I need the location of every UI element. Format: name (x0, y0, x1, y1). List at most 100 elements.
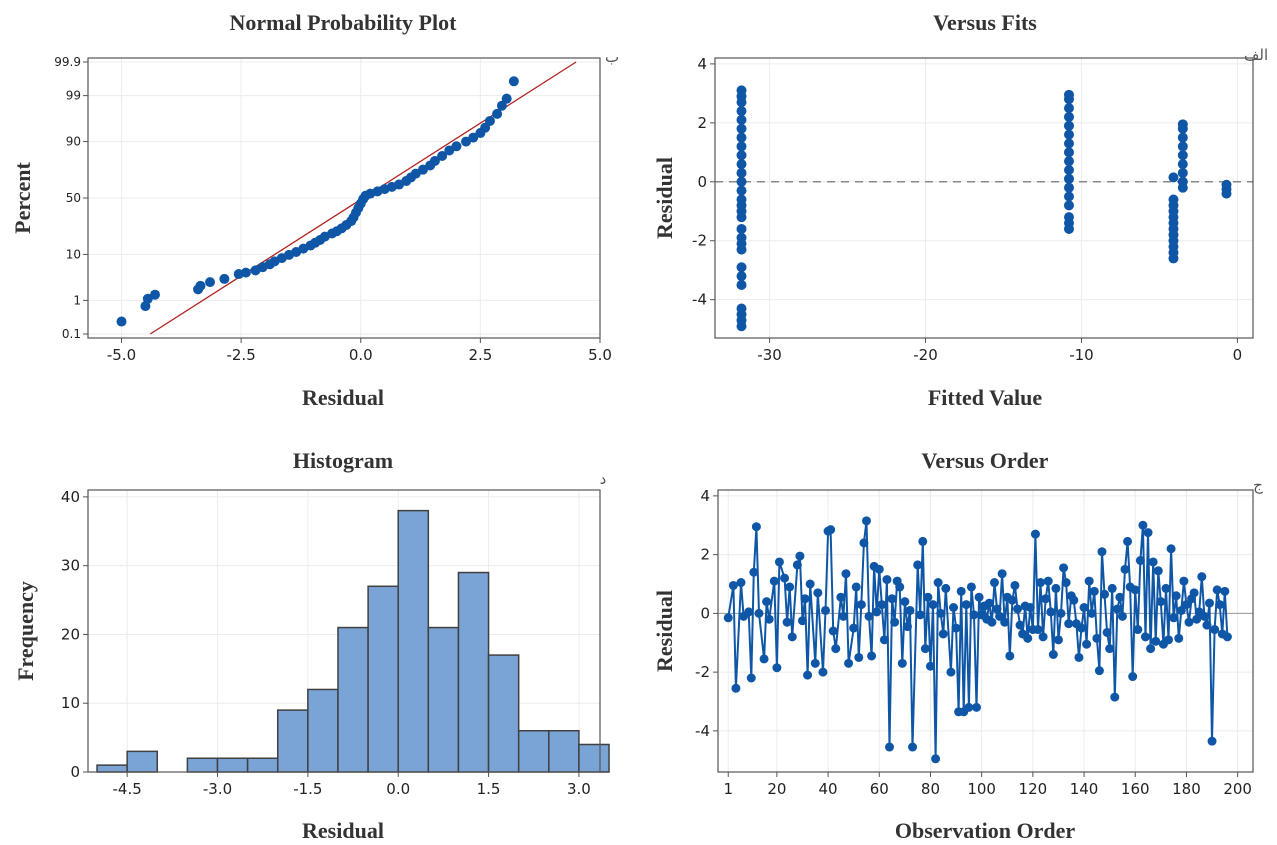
order-data-point (780, 573, 790, 583)
hist-bar (578, 743, 610, 773)
prob-data-point (468, 132, 479, 143)
order-data-point (949, 603, 959, 612)
order-data-point (836, 592, 846, 602)
order-data-point (1033, 625, 1043, 635)
fits-y-tick-label: -4 (692, 291, 707, 309)
fits-x-tick-label: 0 (1233, 346, 1243, 364)
order-data-point (1046, 607, 1056, 617)
prob-data-point (451, 141, 462, 152)
fits-data-point (1177, 141, 1188, 152)
hist-title: Histogram (293, 448, 393, 473)
prob-x-tick-label: -2.5 (226, 346, 255, 364)
order-data-point (1140, 632, 1150, 642)
prob-data-point (240, 267, 251, 278)
order-data-point (795, 551, 805, 561)
fits-y-tick-label: -2 (692, 232, 707, 250)
order-data-point (1041, 594, 1051, 604)
order-data-point (841, 569, 851, 579)
prob-data-point (429, 155, 440, 166)
order-data-point (1117, 611, 1127, 621)
order-data-point (879, 635, 889, 645)
hist-marks (96, 509, 610, 773)
fits-data-point (736, 176, 747, 187)
order-data-point (1064, 619, 1074, 629)
fits-data-point (1063, 212, 1074, 223)
order-data-point (918, 536, 928, 546)
order-data-point (856, 600, 866, 610)
order-data-point (1112, 604, 1122, 614)
order-data-point (1097, 547, 1107, 557)
order-data-point (861, 516, 871, 526)
fits-data-point (1063, 120, 1074, 131)
fits-data-point (736, 141, 747, 152)
order-data-point (854, 652, 864, 662)
order-y-tick-label: 0 (700, 604, 710, 622)
hist-x-tick-label: 0.0 (386, 780, 410, 798)
order-data-point (759, 654, 769, 664)
order-data-point (1148, 557, 1158, 567)
hist-bar (457, 571, 490, 773)
order-data-point (803, 670, 813, 680)
prob-data-point (496, 100, 507, 111)
order-x-axis-label: Observation Order (895, 818, 1075, 843)
fits-y-tick-label: 0 (697, 173, 707, 191)
order-data-point (1092, 633, 1102, 643)
order-data-point (1174, 633, 1184, 643)
fits-data-point (736, 106, 747, 117)
order-data-point (1130, 585, 1140, 595)
fits-data-point (736, 279, 747, 290)
order-x-tick-label: 80 (921, 780, 940, 798)
order-data-point (1025, 603, 1035, 612)
order-x-tick-label: 140 (1070, 780, 1099, 798)
fits-data-point (1221, 179, 1232, 190)
hist-y-tick-label: 0 (70, 763, 80, 781)
order-data-point (1087, 608, 1097, 618)
order-data-point (813, 588, 823, 598)
order-data-point (1151, 636, 1161, 646)
prob-data-point (219, 273, 230, 284)
hist-bar (246, 757, 279, 773)
order-data-point (908, 742, 918, 752)
order-data-point (1069, 595, 1079, 605)
order-data-point (838, 611, 848, 621)
order-data-point (872, 607, 882, 617)
prob-x-tick-label: 2.5 (468, 346, 492, 364)
order-x-tick-label: 20 (767, 780, 786, 798)
order-data-point (1164, 635, 1174, 645)
order-data-point (1030, 529, 1040, 539)
fits-corner-mark: الف (1244, 46, 1268, 64)
order-data-point (787, 632, 797, 642)
order-corner-mark: ج (1253, 476, 1263, 495)
order-data-point (987, 617, 997, 627)
order-data-point (1043, 576, 1053, 586)
fits-data-point (1063, 138, 1074, 149)
order-data-point (731, 683, 741, 693)
fits-x-tick-label: -20 (913, 346, 938, 364)
prob-data-point (437, 151, 448, 162)
order-data-point (1133, 625, 1143, 635)
order-x-tick-label: 120 (1019, 780, 1048, 798)
order-data-point (1138, 520, 1148, 530)
order-y-tick-label: -4 (695, 722, 710, 740)
order-data-point (972, 702, 982, 712)
order-data-point (1161, 583, 1171, 593)
prob-tick-labels: -5.0 -2.5 0.0 2.5 5.0 0.1 1 10 50 90 99 99.9 (54, 55, 612, 364)
fits-data-point (1177, 119, 1188, 130)
fits-data-point (736, 159, 747, 170)
order-data-point (933, 578, 943, 588)
order-data-point (1038, 632, 1048, 642)
hist-y-tick-label: 20 (61, 625, 80, 643)
order-data-point (882, 575, 892, 585)
order-data-point (769, 576, 779, 586)
fits-data-point (1063, 156, 1074, 167)
order-data-point (1135, 556, 1145, 565)
fits-data-point (736, 303, 747, 314)
fits-data-point (1177, 176, 1188, 187)
order-y-tick-label: -2 (695, 663, 710, 681)
order-x-tick-label: 40 (819, 780, 838, 798)
hist-x-tick-label: -3.0 (203, 780, 232, 798)
order-data-point (1056, 608, 1066, 618)
order-data-point (1166, 544, 1176, 554)
